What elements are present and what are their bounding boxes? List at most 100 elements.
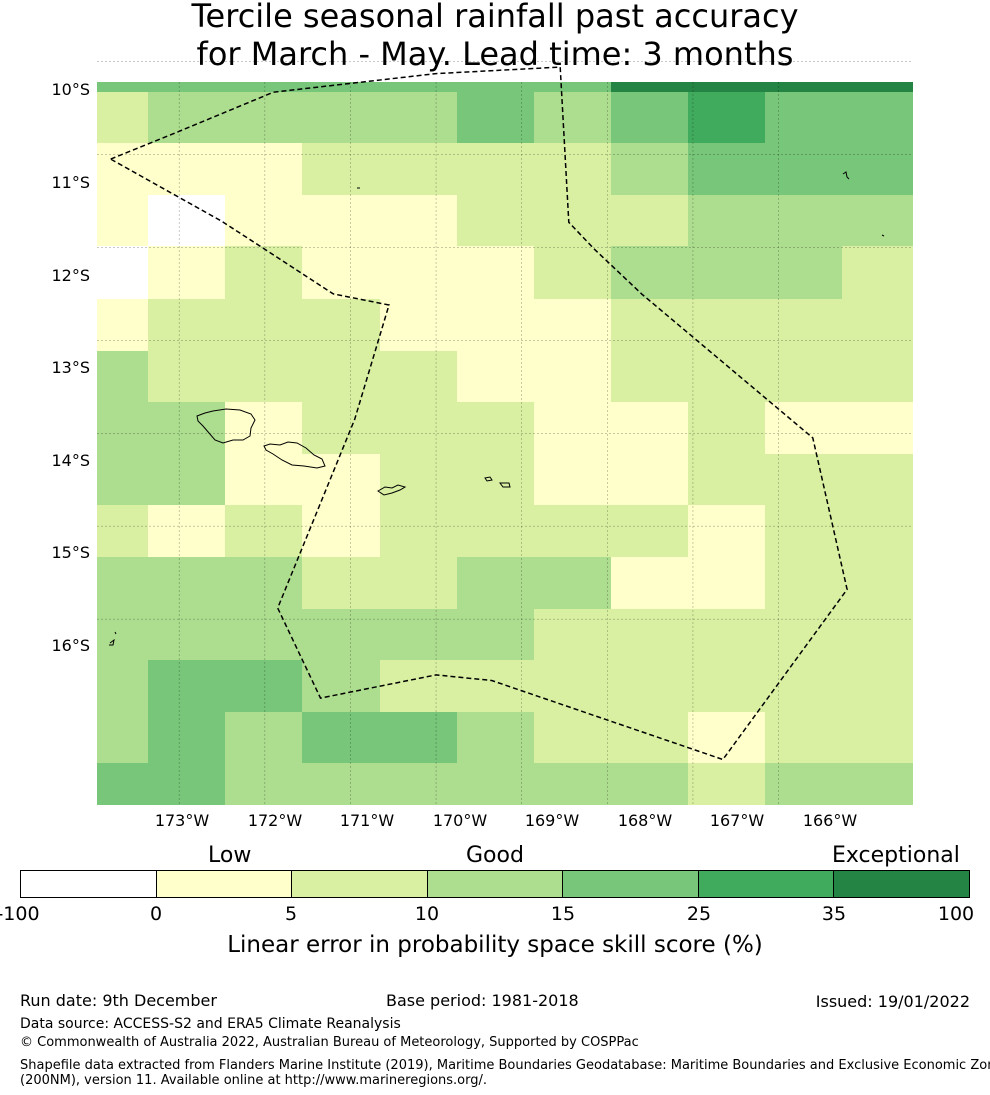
skill-cell: [842, 609, 913, 660]
colorbar: [20, 870, 970, 898]
skill-cell: [457, 557, 534, 609]
skill-cell: [688, 609, 765, 660]
skill-cell: [611, 246, 688, 299]
skill-cell: [534, 143, 611, 195]
skill-cell: [380, 557, 457, 609]
skill-cell: [842, 299, 913, 351]
skill-cell: [534, 195, 611, 246]
skill-cell: [842, 402, 913, 454]
skill-cell: [765, 246, 842, 299]
skill-cell: [765, 82, 842, 92]
skill-cell: [842, 660, 913, 712]
skill-cell: [148, 195, 225, 246]
lon-label: 171°W: [339, 811, 395, 830]
skill-cell: [148, 402, 225, 454]
skill-cell: [148, 143, 225, 195]
skill-cell: [97, 143, 148, 195]
skill-cell: [148, 246, 225, 299]
lon-label: 166°W: [802, 811, 858, 830]
skill-cell: [380, 712, 457, 763]
colorbar-tick: 10: [414, 903, 440, 925]
skill-cell: [148, 712, 225, 763]
skill-cell: [534, 92, 611, 143]
skill-cell: [534, 351, 611, 402]
skill-cell: [457, 299, 534, 351]
skill-cell: [380, 609, 457, 660]
skill-cell: [148, 557, 225, 609]
skill-cell: [97, 195, 148, 246]
skill-cell: [534, 402, 611, 454]
skill-cell: [765, 712, 842, 763]
skill-cell: [380, 82, 457, 92]
skill-cell: [842, 712, 913, 763]
skill-cell: [97, 609, 148, 660]
skill-cell: [302, 82, 380, 92]
skill-grid: [97, 82, 913, 805]
skill-cell: [688, 143, 765, 195]
skill-cell: [302, 609, 380, 660]
lat-label: 12°S: [51, 266, 90, 285]
skill-cell: [765, 92, 842, 143]
skill-cell: [534, 505, 611, 557]
skill-cell: [225, 143, 302, 195]
skill-cell: [842, 763, 913, 805]
skill-cell: [842, 505, 913, 557]
skill-cell: [302, 557, 380, 609]
skill-cell: [225, 351, 302, 402]
skill-cell: [534, 246, 611, 299]
lat-label: 16°S: [51, 636, 90, 655]
chart-title-line-1: Tercile seasonal rainfall past accuracy: [191, 0, 799, 35]
skill-cell: [611, 660, 688, 712]
skill-cell: [842, 246, 913, 299]
skill-cell: [302, 454, 380, 505]
skill-cell: [611, 92, 688, 143]
skill-cell: [457, 82, 534, 92]
tutuila-island: [377, 484, 407, 496]
skill-cell: [302, 505, 380, 557]
skill-cell: [688, 557, 765, 609]
skill-cell: [457, 92, 534, 143]
skill-cell: [611, 712, 688, 763]
colorbar-tick: 35: [821, 903, 847, 925]
skill-cell: [225, 454, 302, 505]
savaii-island: [196, 408, 256, 444]
skill-cell: [148, 660, 225, 712]
skill-cell: [842, 351, 913, 402]
upolu-island: [263, 441, 326, 469]
lat-label: 14°S: [51, 451, 90, 470]
colorbar-segment: [156, 871, 293, 897]
skill-cell: [611, 454, 688, 505]
skill-cell: [611, 299, 688, 351]
skill-cell: [302, 299, 380, 351]
skill-cell: [457, 505, 534, 557]
colorbar-tick: 25: [686, 903, 712, 925]
skill-cell: [534, 454, 611, 505]
base-period: Base period: 1981-2018: [386, 991, 579, 1010]
skill-cell: [97, 763, 148, 805]
skill-cell: [225, 609, 302, 660]
colorbar-segment: [427, 871, 564, 897]
skill-cell: [765, 505, 842, 557]
skill-cell: [302, 246, 380, 299]
skill-cell: [302, 402, 380, 454]
lon-label: 168°W: [617, 811, 673, 830]
skill-cell: [611, 557, 688, 609]
colorbar-segment: [698, 871, 835, 897]
skill-cell: [302, 712, 380, 763]
skill-cell: [148, 454, 225, 505]
lon-label: 170°W: [432, 811, 488, 830]
colorbar-tick: 15: [550, 903, 576, 925]
skill-cell: [842, 454, 913, 505]
skill-cell: [534, 660, 611, 712]
skill-cell: [97, 712, 148, 763]
skill-cell: [457, 195, 534, 246]
copyright-notice: © Commonwealth of Australia 2022, Austra…: [20, 1035, 639, 1050]
graticule: [97, 61, 913, 805]
skill-cell: [534, 82, 611, 92]
skill-cell: [534, 763, 611, 805]
lon-label: 167°W: [709, 811, 765, 830]
skill-cell: [302, 763, 380, 805]
skill-cell: [380, 402, 457, 454]
skill-cell: [97, 505, 148, 557]
skill-cell: [380, 660, 457, 712]
